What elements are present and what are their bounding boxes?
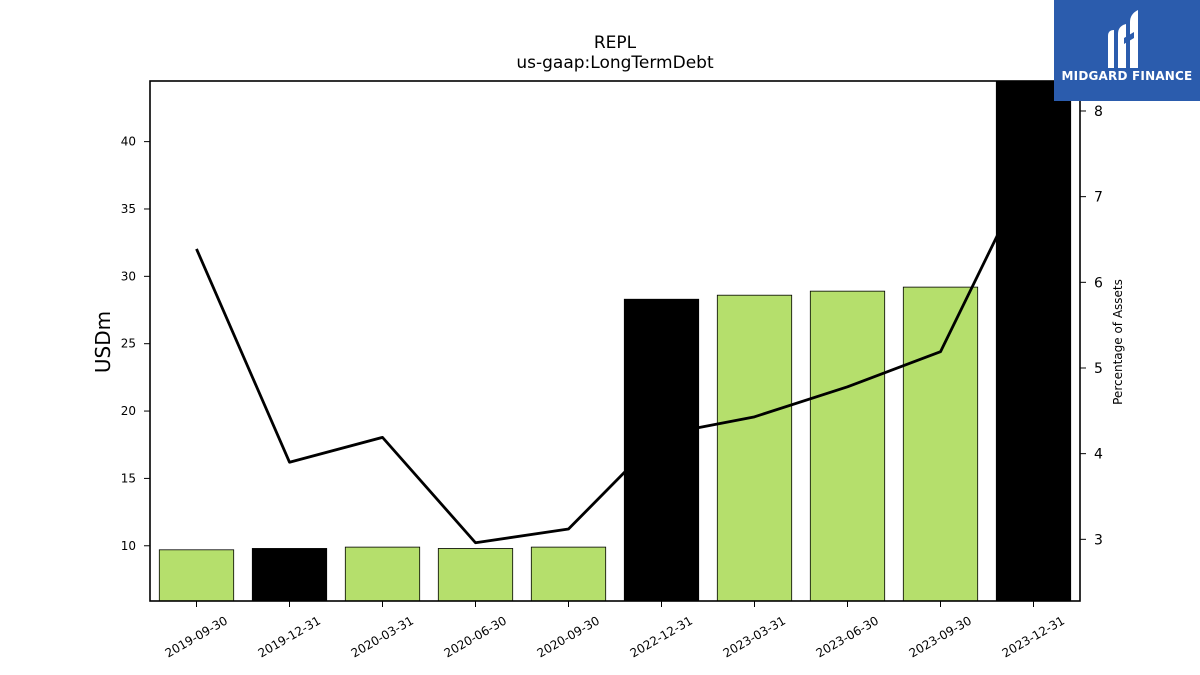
x-tick-label-2020-09-30: 2020-09-30	[535, 613, 602, 660]
x-tick-label-2023-09-30: 2023-09-30	[907, 613, 974, 660]
y-tick-label-20: 20	[121, 404, 136, 418]
chart-title: REPL	[594, 33, 637, 53]
x-tick-label-2023-03-31: 2023-03-31	[721, 613, 788, 660]
x-tick-label-2019-09-30: 2019-09-30	[163, 613, 230, 660]
bar-2019-12-31	[251, 548, 328, 601]
line-series	[195, 160, 1035, 545]
bars-layer	[158, 81, 1072, 601]
bar-2023-03-31	[716, 294, 793, 601]
y2-tick-label-6: 6	[1094, 275, 1103, 291]
midgard-logo-icon	[1108, 10, 1138, 68]
brand-logo: MIDGARD FINANCE	[1054, 0, 1200, 101]
x-tick-label-2020-03-31: 2020-03-31	[349, 613, 416, 660]
y-tick-label-15: 15	[121, 471, 136, 485]
y-tick-label-30: 30	[121, 269, 136, 283]
y2-tick-label-3: 3	[1094, 532, 1103, 548]
x-tick-label-2023-06-30: 2023-06-30	[814, 613, 881, 660]
bar-2023-12-31	[995, 81, 1072, 601]
bar-2023-09-30	[902, 286, 979, 601]
y-tick-label-25: 25	[121, 337, 136, 351]
bar-2020-09-30	[530, 546, 607, 601]
y-tick-label-10: 10	[121, 539, 136, 553]
bar-2020-03-31	[344, 546, 421, 601]
bar-2019-09-30	[158, 549, 235, 601]
y2-tick-label-5: 5	[1094, 361, 1103, 377]
y2-tick-label-7: 7	[1094, 190, 1103, 206]
x-tick-label-2023-12-31: 2023-12-31	[1000, 613, 1067, 660]
bar-2023-06-30	[809, 290, 886, 601]
line-layer	[195, 160, 1035, 545]
bar-2020-06-30	[437, 548, 514, 601]
x-tick-label-2022-12-31: 2022-12-31	[628, 613, 695, 660]
bar-2022-12-31	[623, 298, 700, 601]
y-axis-label: USDm	[91, 311, 115, 373]
brand-name: MIDGARD FINANCE	[1061, 69, 1193, 83]
y2-tick-label-8: 8	[1094, 104, 1103, 120]
y-tick-label-35: 35	[121, 202, 136, 216]
chart-subtitle: us-gaap:LongTermDebt	[516, 53, 714, 73]
x-tick-label-2019-12-31: 2019-12-31	[256, 613, 323, 660]
y-tick-label-40: 40	[121, 135, 136, 149]
y2-axis-label: Percentage of Assets	[1111, 279, 1125, 405]
y2-tick-label-4: 4	[1094, 447, 1103, 463]
x-tick-label-2020-06-30: 2020-06-30	[442, 613, 509, 660]
plot-frame	[149, 80, 1081, 602]
